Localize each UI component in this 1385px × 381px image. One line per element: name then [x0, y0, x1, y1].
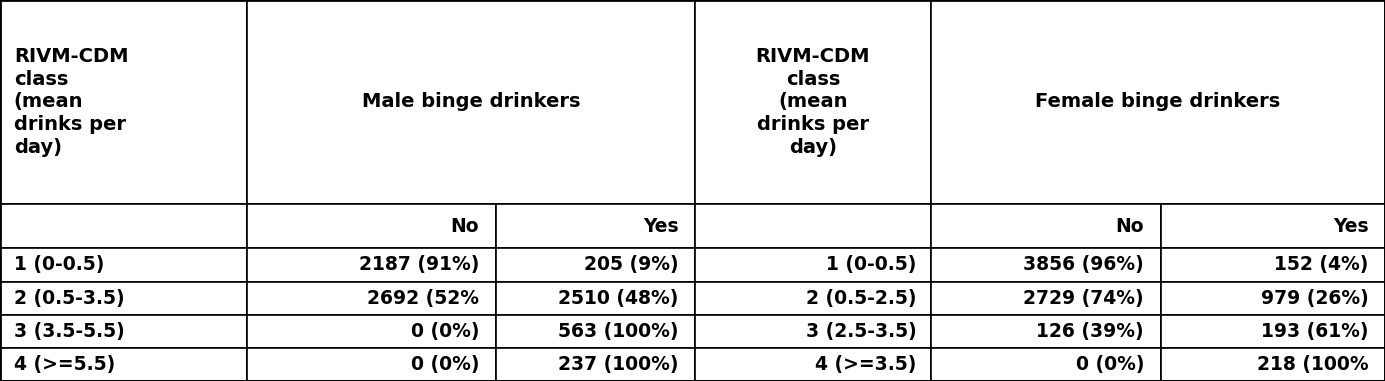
Text: Female binge drinkers: Female binge drinkers — [1035, 93, 1281, 111]
Text: No: No — [450, 217, 479, 235]
Bar — [931, 0, 1385, 204]
Bar — [695, 348, 931, 381]
Text: 3 (3.5-5.5): 3 (3.5-5.5) — [14, 322, 125, 341]
Text: 2692 (52%: 2692 (52% — [367, 289, 479, 307]
Bar — [496, 248, 695, 282]
Text: Male binge drinkers: Male binge drinkers — [361, 93, 580, 111]
Bar — [247, 348, 496, 381]
Bar — [1161, 348, 1385, 381]
Bar — [0, 248, 247, 282]
Bar — [0, 282, 247, 315]
Bar — [247, 204, 496, 248]
Bar — [695, 282, 931, 315]
Bar — [247, 0, 695, 204]
Bar — [1161, 315, 1385, 348]
Text: 2 (0.5-2.5): 2 (0.5-2.5) — [806, 289, 917, 307]
Bar — [931, 315, 1161, 348]
Bar — [496, 348, 695, 381]
Text: 218 (100%: 218 (100% — [1256, 355, 1368, 374]
Bar — [695, 204, 931, 248]
Bar — [931, 204, 1161, 248]
Text: 3 (2.5-3.5): 3 (2.5-3.5) — [806, 322, 917, 341]
Text: 1 (0-0.5): 1 (0-0.5) — [827, 256, 917, 274]
Bar — [496, 282, 695, 315]
Bar — [931, 282, 1161, 315]
Bar — [695, 248, 931, 282]
Bar — [247, 315, 496, 348]
Bar — [1161, 204, 1385, 248]
Bar — [0, 0, 247, 204]
Text: 237 (100%): 237 (100%) — [558, 355, 679, 374]
Text: 205 (9%): 205 (9%) — [584, 256, 679, 274]
Bar — [931, 248, 1161, 282]
Text: 2 (0.5-3.5): 2 (0.5-3.5) — [14, 289, 125, 307]
Bar — [0, 348, 247, 381]
Text: RIVM-CDM
class
(mean
drinks per
day): RIVM-CDM class (mean drinks per day) — [14, 47, 129, 157]
Text: 2187 (91%): 2187 (91%) — [359, 256, 479, 274]
Text: 979 (26%): 979 (26%) — [1260, 289, 1368, 307]
Bar — [0, 204, 247, 248]
Bar — [496, 315, 695, 348]
Text: 4 (>=3.5): 4 (>=3.5) — [816, 355, 917, 374]
Text: No: No — [1115, 217, 1144, 235]
Bar — [931, 348, 1161, 381]
Text: 0 (0%): 0 (0%) — [411, 322, 479, 341]
Bar — [247, 282, 496, 315]
Bar — [496, 204, 695, 248]
Text: Yes: Yes — [643, 217, 679, 235]
Text: 0 (0%): 0 (0%) — [411, 355, 479, 374]
Bar — [1161, 248, 1385, 282]
Bar — [695, 315, 931, 348]
Text: 2510 (48%): 2510 (48%) — [558, 289, 679, 307]
Text: Yes: Yes — [1332, 217, 1368, 235]
Bar — [695, 0, 931, 204]
Bar — [247, 248, 496, 282]
Text: 0 (0%): 0 (0%) — [1076, 355, 1144, 374]
Text: 563 (100%): 563 (100%) — [558, 322, 679, 341]
Bar — [0, 315, 247, 348]
Text: 3856 (96%): 3856 (96%) — [1024, 256, 1144, 274]
Text: 152 (4%): 152 (4%) — [1274, 256, 1368, 274]
Text: 193 (61%): 193 (61%) — [1260, 322, 1368, 341]
Text: RIVM-CDM
class
(mean
drinks per
day): RIVM-CDM class (mean drinks per day) — [756, 47, 870, 157]
Text: 1 (0-0.5): 1 (0-0.5) — [14, 256, 104, 274]
Bar — [1161, 282, 1385, 315]
Text: 2729 (74%): 2729 (74%) — [1024, 289, 1144, 307]
Text: 126 (39%): 126 (39%) — [1036, 322, 1144, 341]
Text: 4 (>=5.5): 4 (>=5.5) — [14, 355, 115, 374]
